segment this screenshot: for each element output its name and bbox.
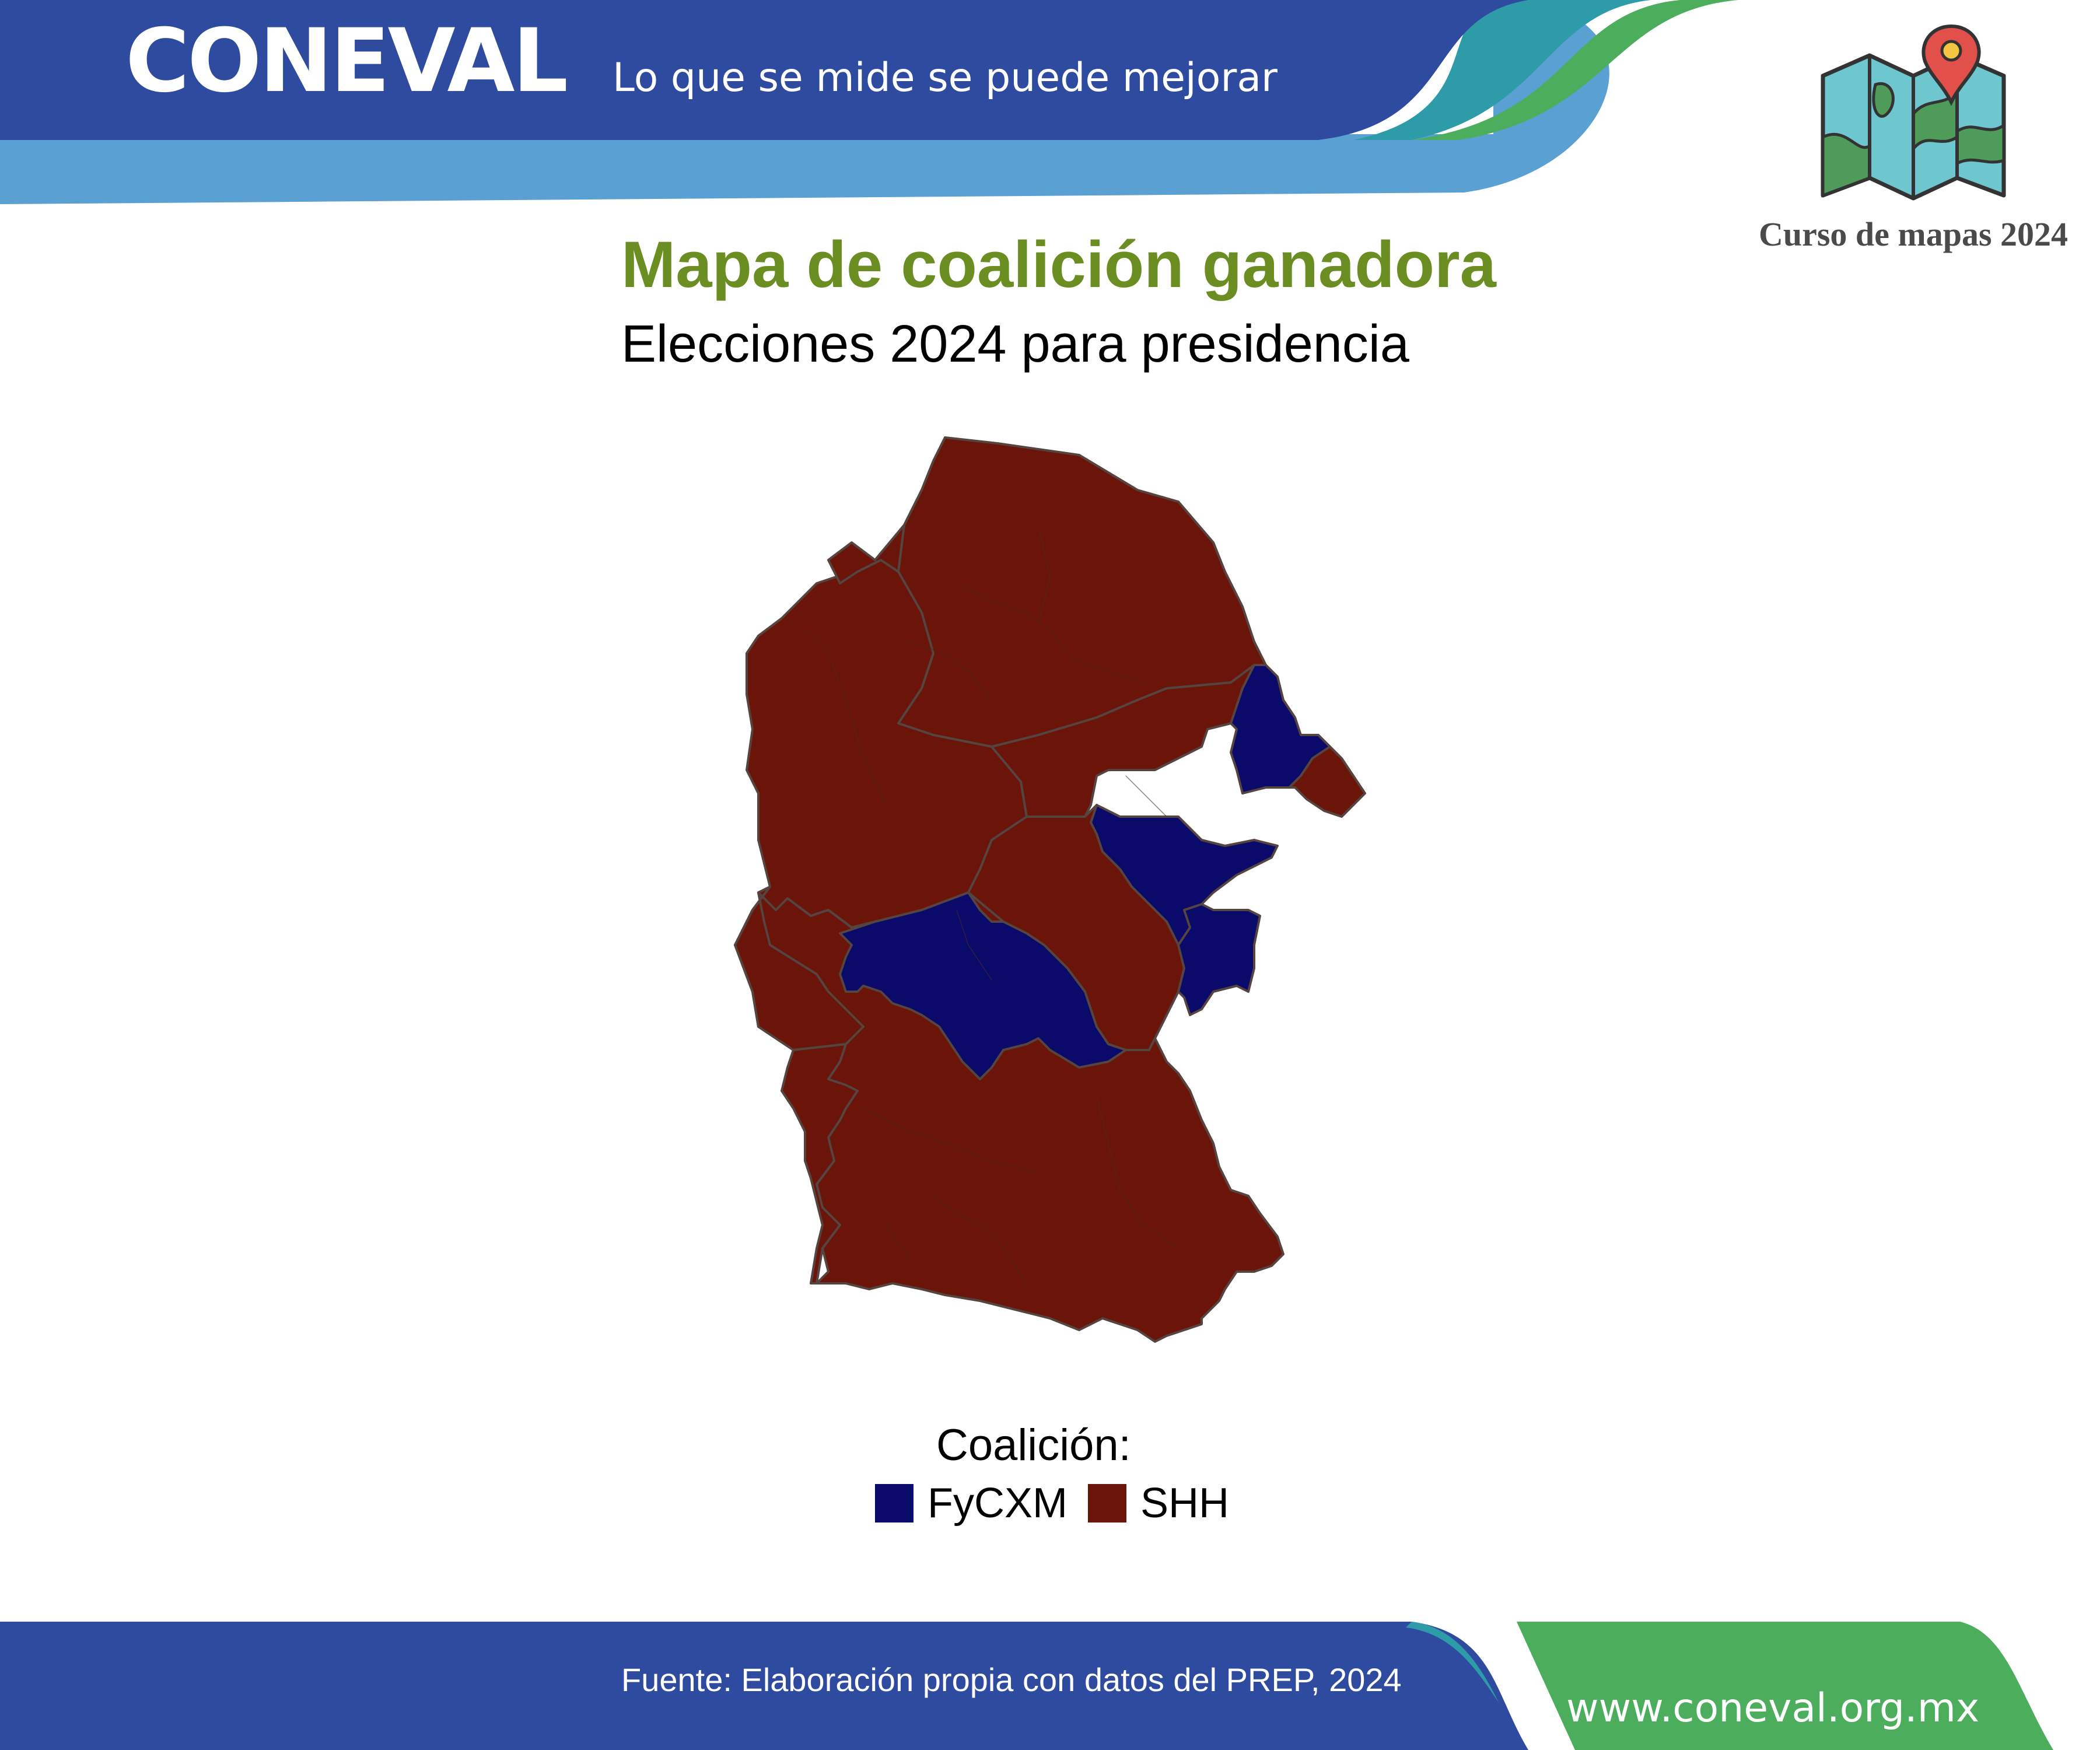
legend-label-fycxm: FyCXM [928, 1480, 1068, 1527]
map-title: Mapa de coalición ganadora [621, 228, 1496, 301]
legend-label-shh: SHH [1140, 1480, 1230, 1527]
map-region[interactable] [1288, 746, 1366, 818]
legend-swatch-shh [1088, 1484, 1126, 1522]
header-banner [0, 0, 1738, 204]
header-tagline: Lo que se mide se puede mejorar [612, 55, 1278, 101]
course-label: Curso de mapas 2024 [1758, 215, 2068, 253]
legend-swatch-fycxm [875, 1484, 914, 1522]
map-region [1177, 903, 1261, 1016]
folded-map-with-pin-icon [1821, 24, 2006, 201]
map-region[interactable] [827, 524, 905, 584]
map-region [839, 891, 1127, 1080]
map-subtitle: Elecciones 2024 para presidencia [621, 315, 1409, 373]
legend-title: Coalición: [936, 1420, 1131, 1470]
source-note: Fuente: Elaboración propia con datos del… [621, 1661, 1402, 1698]
coneval-logo[interactable]: CONEVAL [125, 10, 568, 112]
map-region[interactable] [780, 1043, 859, 1284]
website-link[interactable]: www.coneval.org.mx [1566, 1685, 1980, 1731]
legend-item-shh[interactable]: SHH [1088, 1480, 1229, 1527]
legend-item-fycxm[interactable]: FyCXM [875, 1480, 1068, 1527]
